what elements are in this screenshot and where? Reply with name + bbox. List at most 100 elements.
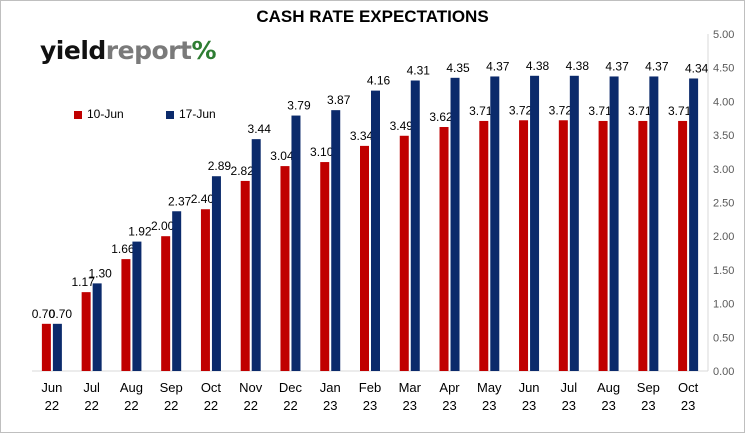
- data-label-series-1: 3.04: [270, 149, 294, 163]
- legend-swatch-series-1: [74, 110, 82, 119]
- data-label-series-2: 4.38: [526, 59, 550, 73]
- legend-label-series-1: 10-Jun: [87, 107, 124, 121]
- x-tick-label-month: Sep: [637, 380, 660, 395]
- data-label-series-1: 3.71: [588, 104, 612, 118]
- bar-series-1: [41, 323, 51, 371]
- bar-series-1: [161, 236, 171, 371]
- y-tick-label: 0.00: [713, 366, 734, 378]
- bar-series-1: [200, 209, 210, 371]
- x-tick-label-year: 23: [562, 398, 576, 413]
- bar-series-2: [52, 323, 62, 371]
- data-label-series-1: 2.00: [151, 219, 175, 233]
- x-tick-label-year: 22: [243, 398, 257, 413]
- bar-series-1: [519, 120, 529, 371]
- data-label-series-2: 2.37: [168, 194, 192, 208]
- data-label-series-2: 0.70: [49, 307, 73, 321]
- legend-item-series-1: 10-Jun: [74, 107, 124, 121]
- bar-series-2: [331, 110, 341, 372]
- x-tick-label-year: 22: [124, 398, 138, 413]
- y-tick-label: 0.50: [713, 332, 734, 344]
- y-tick-label: 1.00: [713, 299, 734, 311]
- data-label-series-1: 3.72: [509, 103, 533, 117]
- bar-series-1: [360, 145, 369, 371]
- x-tick-label-month: Sep: [160, 380, 183, 395]
- data-label-series-1: 3.10: [310, 145, 334, 159]
- x-tick-label-year: 22: [204, 398, 218, 413]
- data-label-series-2: 4.16: [367, 74, 391, 88]
- bar-series-2: [132, 241, 142, 371]
- data-label-series-1: 0.70: [32, 307, 56, 321]
- bar-series-1: [240, 180, 250, 371]
- data-label-series-2: 3.44: [248, 122, 272, 136]
- bar-series-2: [410, 80, 420, 372]
- bar-series-1: [439, 127, 449, 372]
- x-tick-label-month: Mar: [399, 380, 422, 395]
- y-tick-label: 2.50: [713, 198, 734, 210]
- yieldreport-logo: yieldreport%: [40, 36, 216, 65]
- data-label-series-1: 3.62: [429, 110, 453, 124]
- data-label-series-1: 1.66: [111, 242, 135, 256]
- bar-series-1: [121, 259, 131, 371]
- bar-series-2: [450, 77, 460, 371]
- bar-series-2: [689, 78, 699, 371]
- data-label-series-2: 1.30: [88, 266, 112, 280]
- x-tick-label-year: 22: [164, 398, 178, 413]
- x-tick-label-month: Aug: [120, 380, 143, 395]
- x-tick-label-month: Oct: [201, 380, 222, 395]
- y-tick-label: 2.00: [713, 231, 734, 243]
- bar-series-1: [280, 166, 290, 371]
- data-label-series-1: 1.17: [71, 275, 95, 289]
- x-tick-label-month: Jun: [41, 380, 62, 395]
- x-tick-label-month: May: [477, 380, 502, 395]
- x-tick-label-month: Apr: [439, 380, 460, 395]
- x-tick-label-year: 22: [283, 398, 297, 413]
- bar-series-1: [638, 120, 648, 371]
- bar-series-1: [598, 120, 608, 371]
- legend-item-series-2: 17-Jun: [166, 107, 216, 121]
- data-label-series-2: 4.35: [446, 61, 470, 75]
- bar-series-2: [172, 211, 182, 371]
- logo-percent-icon: %: [191, 36, 216, 65]
- bar-series-2: [251, 139, 261, 371]
- y-tick-label: 3.00: [713, 164, 734, 176]
- data-label-series-2: 4.37: [605, 59, 629, 73]
- bar-series-1: [81, 292, 91, 371]
- data-label-series-1: 3.34: [350, 129, 374, 143]
- legend-swatch-series-2: [166, 110, 174, 119]
- x-tick-label-month: Jan: [320, 380, 341, 395]
- data-label-series-1: 3.71: [668, 104, 692, 118]
- x-tick-label-year: 23: [601, 398, 615, 413]
- data-label-series-2: 3.79: [287, 99, 311, 113]
- x-tick-label-year: 23: [363, 398, 377, 413]
- x-tick-label-month: Nov: [239, 380, 263, 395]
- x-tick-label-month: Oct: [678, 380, 699, 395]
- bar-series-1: [399, 135, 409, 371]
- data-label-series-1: 2.82: [231, 164, 255, 178]
- x-tick-label-year: 23: [323, 398, 337, 413]
- x-tick-label-year: 23: [442, 398, 456, 413]
- y-tick-label: 5.00: [713, 29, 734, 41]
- x-tick-label-month: Jun: [519, 380, 540, 395]
- legend-label-series-2: 17-Jun: [179, 107, 216, 121]
- data-label-series-1: 3.72: [549, 103, 573, 117]
- bar-series-2: [649, 76, 659, 371]
- x-tick-label-month: Dec: [279, 380, 303, 395]
- bar-series-1: [558, 120, 568, 371]
- data-label-series-2: 4.31: [407, 64, 431, 78]
- y-tick-label: 1.50: [713, 265, 734, 277]
- bar-series-1: [320, 162, 330, 371]
- x-tick-label-month: Aug: [597, 380, 620, 395]
- x-tick-label-year: 23: [522, 398, 536, 413]
- data-label-series-2: 4.34: [685, 61, 709, 75]
- x-tick-label-year: 22: [84, 398, 98, 413]
- x-tick-label-year: 23: [681, 398, 695, 413]
- data-label-series-1: 3.71: [628, 104, 652, 118]
- data-label-series-2: 4.37: [486, 59, 510, 73]
- bar-series-2: [371, 90, 380, 371]
- logo-word-report: report: [105, 36, 192, 65]
- bar-series-2: [92, 283, 102, 371]
- y-tick-label: 3.50: [713, 130, 734, 142]
- bar-series-2: [291, 115, 301, 371]
- data-label-series-1: 2.40: [191, 192, 215, 206]
